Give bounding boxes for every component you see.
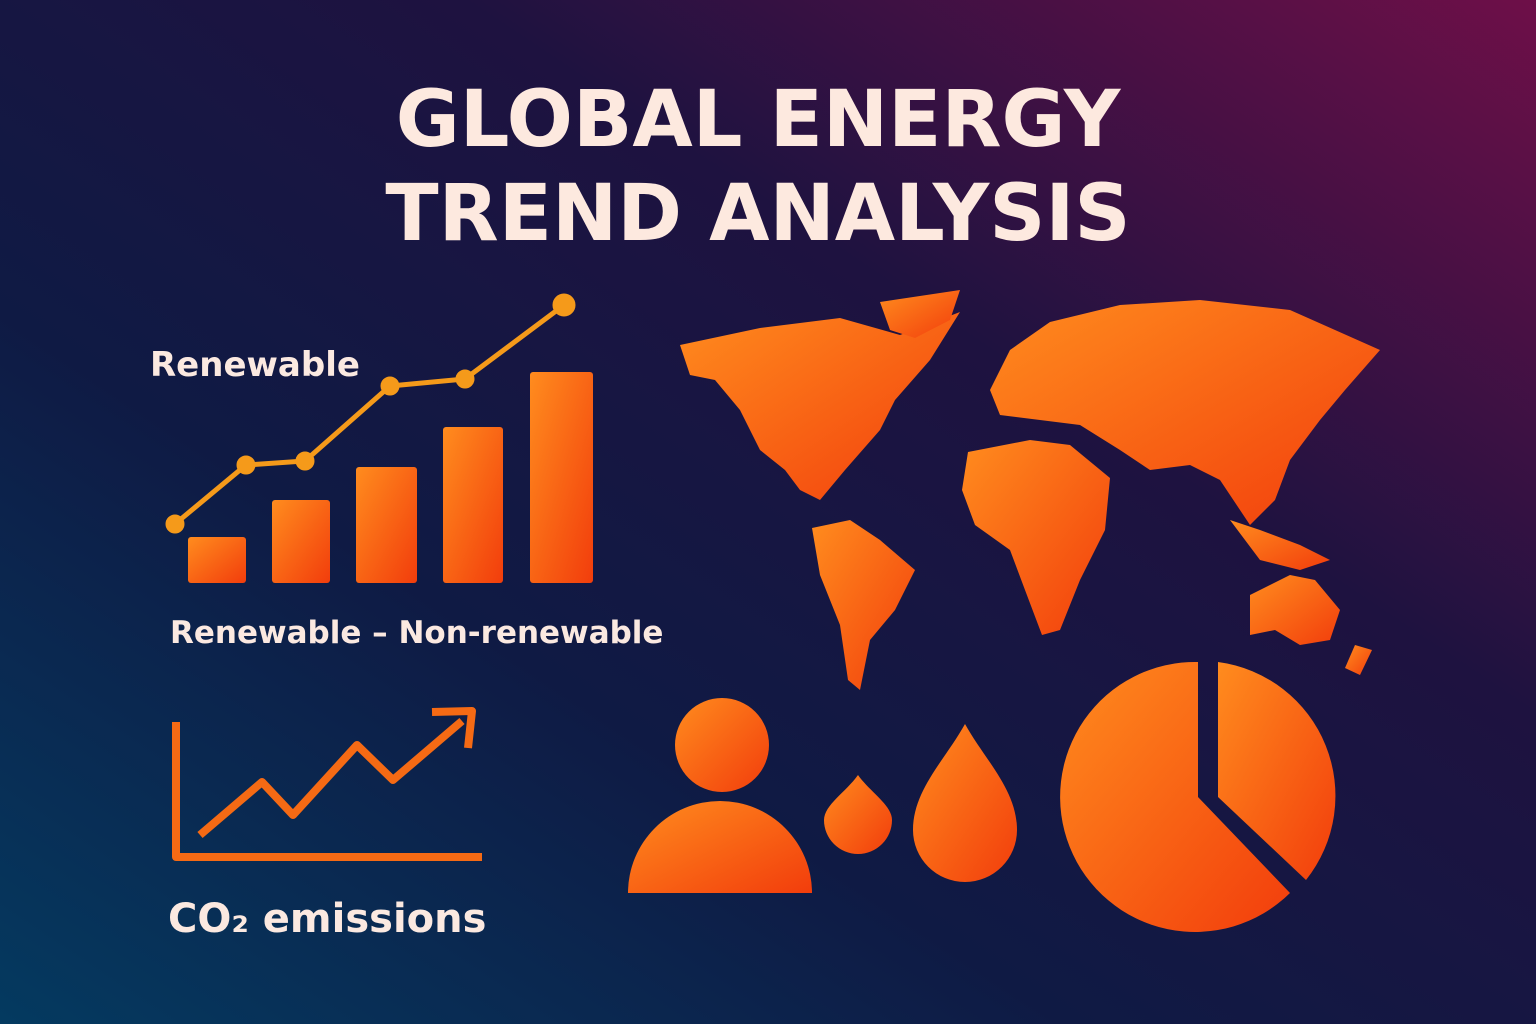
trend-dot [236, 455, 256, 475]
trend-line-icon [165, 293, 576, 534]
trend-dot [455, 369, 475, 389]
africa [962, 440, 1110, 635]
australia [1250, 575, 1340, 645]
people-icons [628, 698, 1017, 893]
trend-dot [295, 451, 315, 471]
emissions-arrowhead [431, 707, 476, 749]
drop-small [824, 775, 892, 854]
greenland [880, 290, 960, 338]
north-america [680, 312, 960, 500]
bar-icon [443, 427, 503, 583]
bar-icon [356, 467, 417, 583]
bar-icon [272, 500, 330, 583]
bar-chart-icon [188, 372, 593, 583]
bar-chart-caption: Renewable – Non-renewable [170, 615, 663, 651]
eurasia [990, 300, 1380, 525]
person-head [675, 698, 769, 792]
emissions-caption: CO₂ emissions [168, 896, 486, 942]
pie-slice [1218, 662, 1336, 880]
world-map [680, 290, 1380, 690]
emissions-axis [172, 722, 482, 861]
bar-icon [530, 372, 593, 583]
islands [1230, 520, 1330, 570]
south-america [812, 520, 915, 690]
trend-dot [552, 293, 576, 317]
bar-icon [188, 537, 246, 583]
trend-dot [380, 376, 400, 396]
new-zealand [1345, 645, 1372, 675]
drop-large [913, 724, 1017, 882]
title-line-2: TREND ANALYSIS [385, 169, 1130, 259]
pie-main [1060, 661, 1290, 932]
bar-chart-label: Renewable [150, 345, 360, 385]
title-line-1: GLOBAL ENERGY [396, 75, 1122, 165]
pie-icon [1060, 661, 1336, 932]
emissions-line [197, 717, 465, 839]
person-body [628, 801, 812, 893]
emissions-icon [172, 707, 482, 861]
trend-line [173, 302, 566, 526]
trend-dot [165, 514, 185, 534]
